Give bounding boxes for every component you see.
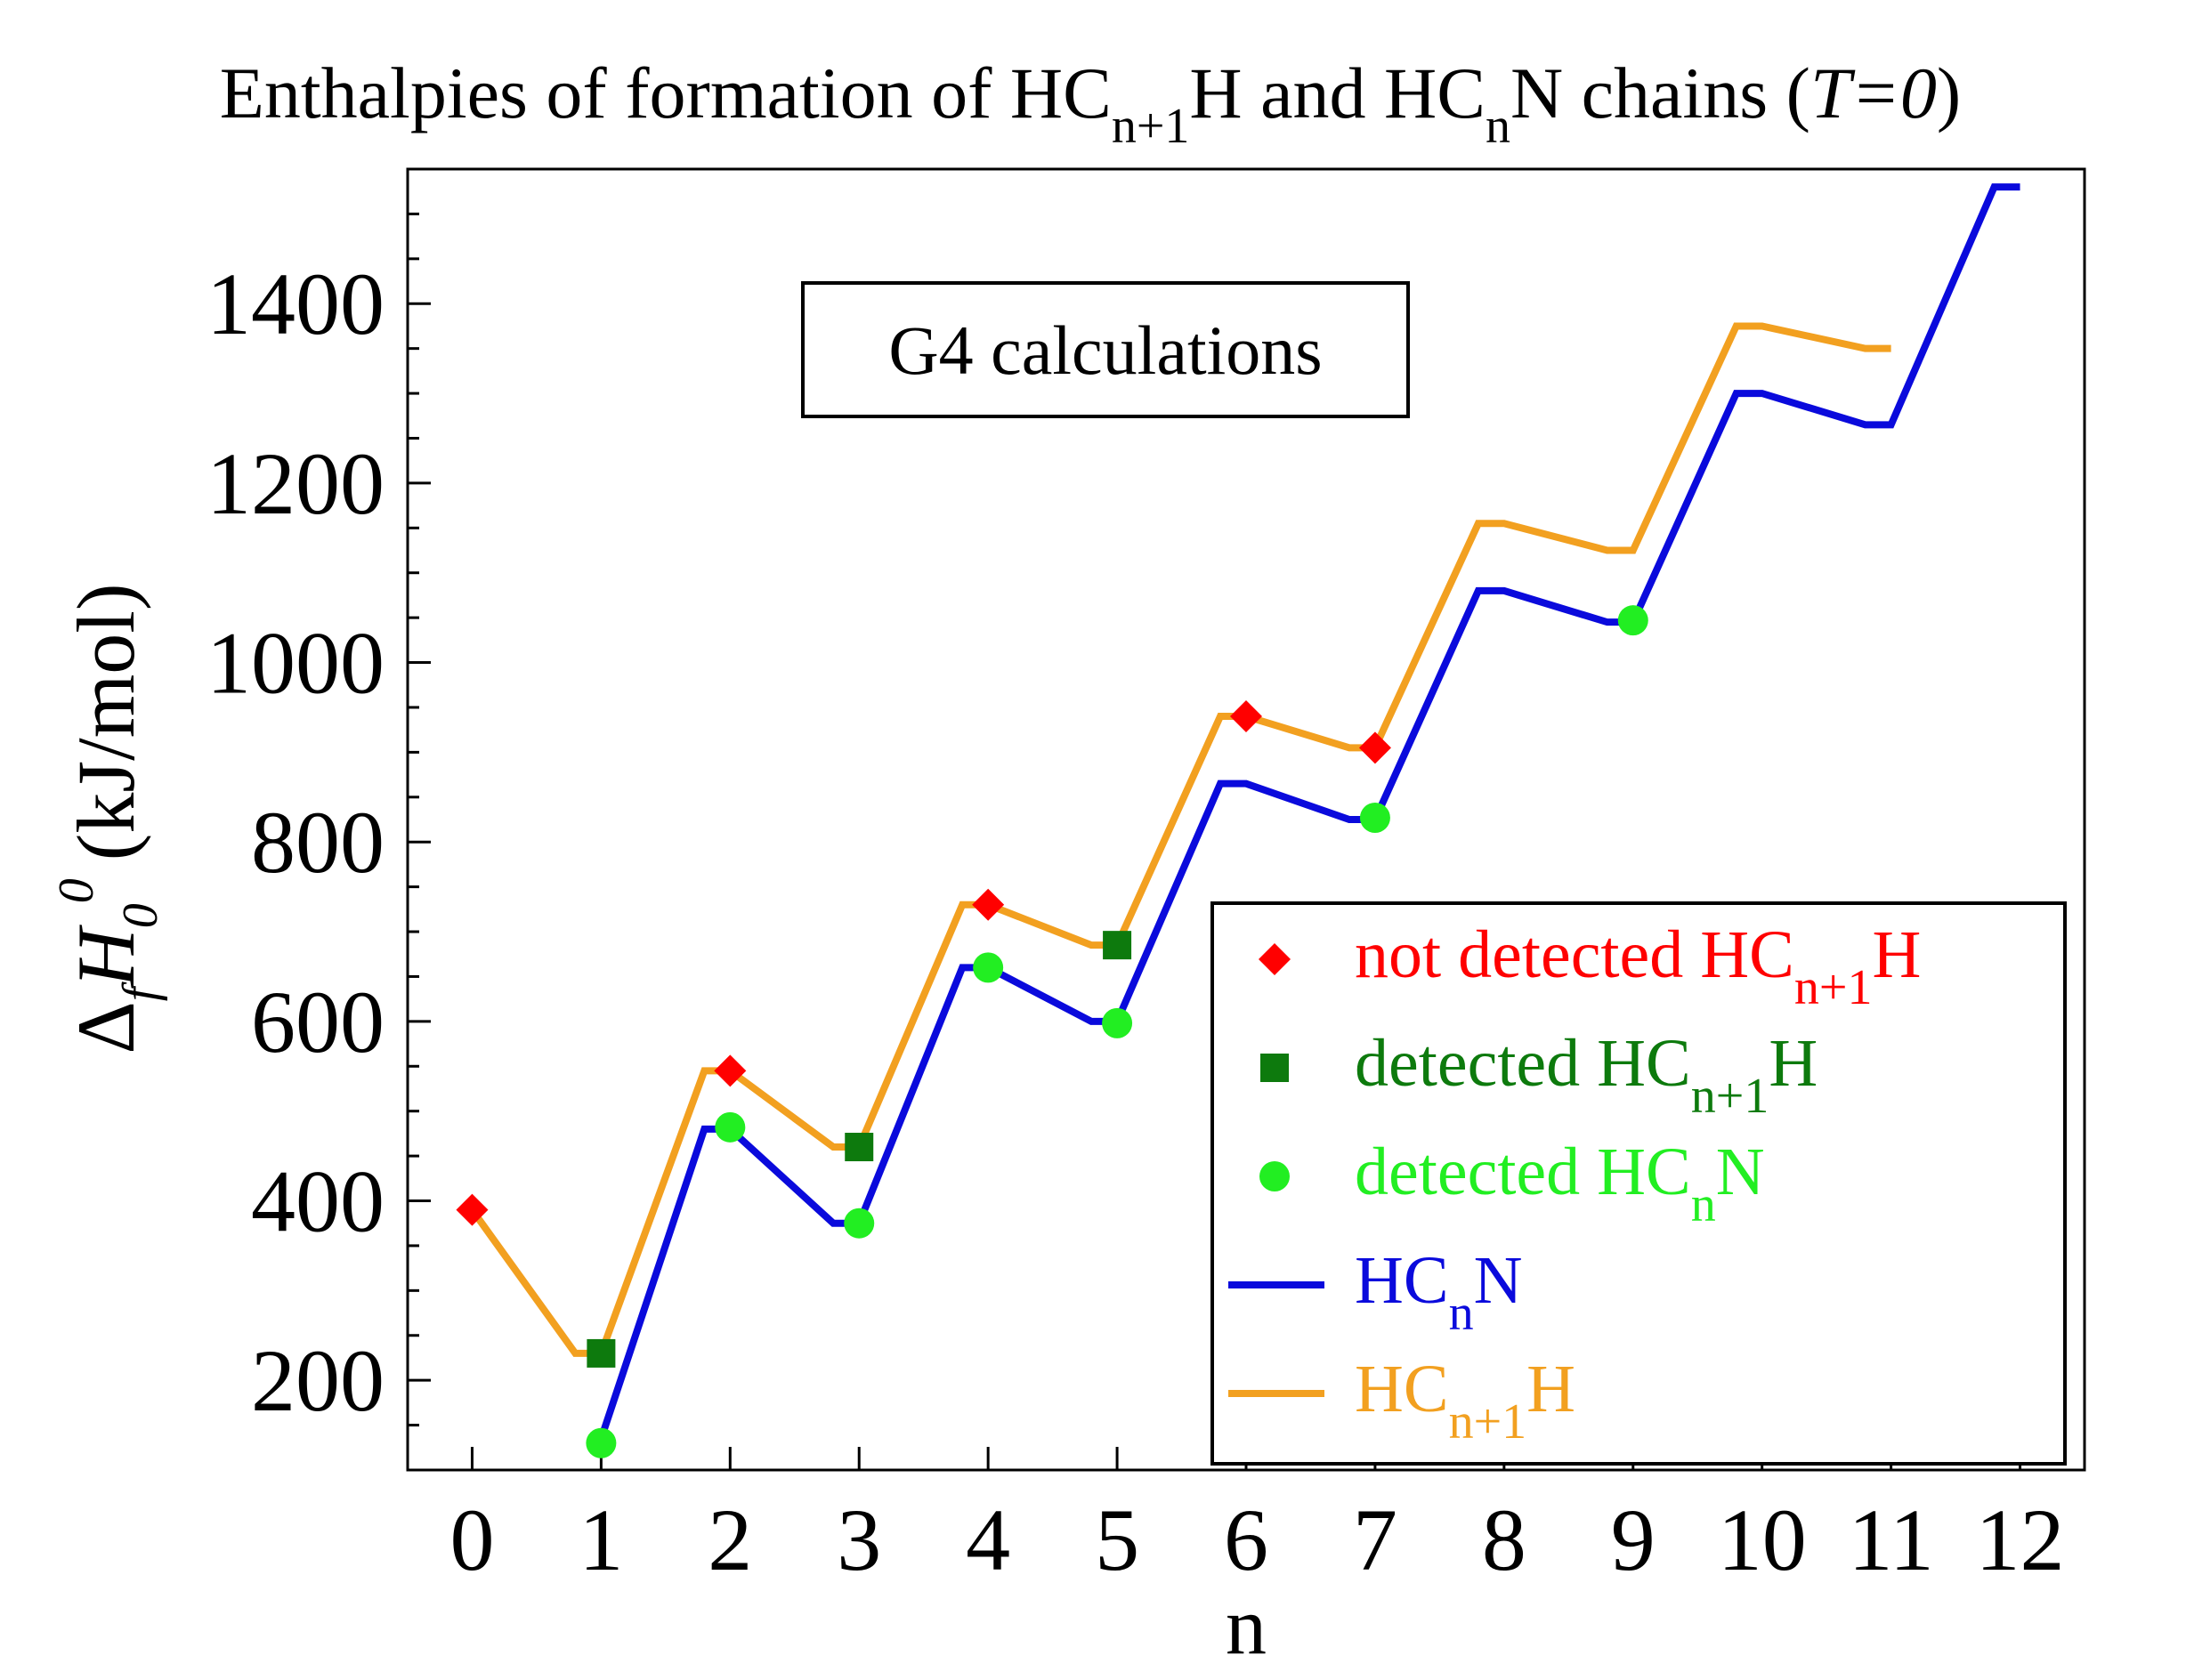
chart-title: Enthalpies of formation of HCn+1H and HC… (220, 52, 1961, 154)
y-axis-label-sub-0: 0 (113, 903, 168, 928)
data-point-circle (586, 1427, 617, 1458)
chart-title-suffix: ) (1937, 52, 1961, 133)
data-point-diamond (1230, 700, 1262, 733)
y-axis-label-sup-0: 0 (49, 878, 104, 903)
x-tick-label: 11 (1848, 1490, 1933, 1589)
data-point-circle (715, 1111, 746, 1143)
x-tick-label: 9 (1611, 1490, 1656, 1589)
annotation-box (801, 281, 1410, 418)
y-tick-label: 600 (251, 973, 385, 1071)
data-point-square (1103, 931, 1132, 960)
data-point-diamond (972, 888, 1005, 921)
legend-marker-diamond (1259, 943, 1291, 975)
legend-entry: not detected HCn+1H (1259, 917, 1921, 1015)
legend-entry: detected HCn+1H (1260, 1026, 1818, 1124)
legend-entry: detected HCnN (1259, 1135, 1765, 1232)
x-tick-label: 10 (1718, 1490, 1807, 1589)
data-point-circle (973, 952, 1004, 983)
y-tick-label: 200 (251, 1331, 385, 1430)
y-axis-label-units: (kJ/mol) (61, 584, 151, 861)
y-tick-label: 800 (251, 793, 385, 892)
legend-label: HCn+1H (1355, 1352, 1575, 1450)
x-tick-label: 5 (1095, 1490, 1139, 1589)
x-tick-label: 2 (708, 1490, 752, 1589)
x-tick-label: 6 (1224, 1490, 1268, 1589)
series-points (456, 605, 1648, 1458)
x-tick-labels: 0 1 2 3 4 5 6 7 8 9 10 11 12 (449, 1490, 2064, 1589)
data-point-circle (1617, 605, 1648, 636)
chart-title-mid2: N chains ( (1510, 52, 1810, 133)
legend-entry: HCnN (1228, 1243, 1522, 1341)
data-point-circle (1359, 802, 1390, 833)
legend-entry: HCn+1H (1228, 1352, 1575, 1450)
x-tick-label: 4 (966, 1490, 1010, 1589)
y-tick-labels: 200 400 600 800 1000 1200 1400 (206, 254, 385, 1430)
annotation-text: G4 calculations (888, 311, 1322, 389)
data-point-diamond (456, 1193, 489, 1226)
x-tick-label: 1 (579, 1490, 623, 1589)
legend-marker-square (1260, 1054, 1289, 1082)
y-tick-label: 1000 (206, 614, 385, 713)
data-point-diamond (1358, 731, 1391, 764)
data-point-square (845, 1133, 874, 1162)
x-tick-label: 0 (449, 1490, 494, 1589)
y-tick-label: 1400 (206, 254, 385, 353)
legend-label: detected HCnN (1355, 1135, 1765, 1232)
data-point-diamond (714, 1054, 747, 1087)
legend-label: HCnN (1355, 1243, 1522, 1341)
x-tick-label: 8 (1482, 1490, 1526, 1589)
legend-label: detected HCn+1H (1355, 1026, 1818, 1124)
y-axis-label: ΔfH00(kJ/mol) (49, 584, 168, 1054)
data-point-circle (844, 1208, 875, 1239)
data-point-square (587, 1338, 616, 1368)
data-point-circle (1102, 1007, 1133, 1038)
chart-title-italic: T=0 (1810, 52, 1937, 133)
chart-title-mid1: H and HC (1189, 52, 1486, 133)
y-axis-label-h: H (61, 925, 151, 989)
legend-box (1210, 901, 2067, 1466)
y-axis-label-delta: Δ (61, 1001, 151, 1054)
y-tick-label: 400 (251, 1152, 385, 1251)
legend: not detected HCn+1H detected HCn+1H detect… (1228, 917, 1921, 1450)
chart-title-sub1: n+1 (1112, 99, 1190, 154)
x-tick-label: 7 (1353, 1490, 1397, 1589)
x-tick-label: 12 (1976, 1490, 2065, 1589)
x-tick-label: 3 (837, 1490, 881, 1589)
chart-title-sub2: n (1486, 99, 1510, 154)
x-axis-label: n (1226, 1580, 1267, 1671)
y-tick-label: 1200 (206, 434, 385, 533)
chart-title-prefix: Enthalpies of formation of HC (220, 52, 1112, 133)
legend-label: not detected HCn+1H (1355, 917, 1921, 1015)
legend-marker-circle (1259, 1161, 1290, 1191)
